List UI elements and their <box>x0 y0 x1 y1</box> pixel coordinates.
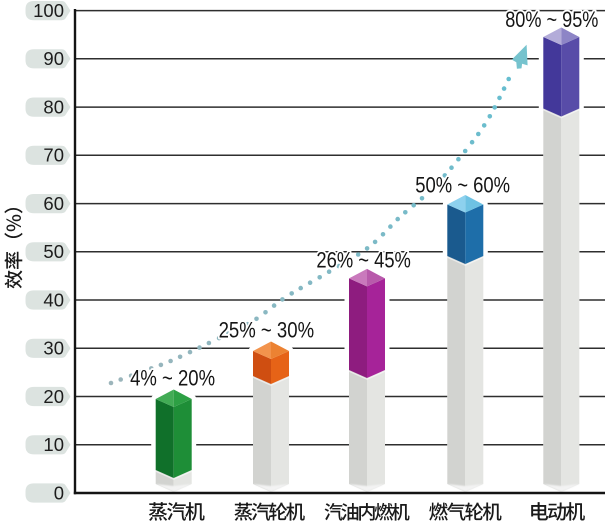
svg-text:80% ~ 95%: 80% ~ 95% <box>505 7 598 32</box>
svg-text:70: 70 <box>43 145 64 166</box>
svg-text:60: 60 <box>43 193 64 214</box>
svg-text:10: 10 <box>43 434 64 455</box>
svg-text:4% ~ 20%: 4% ~ 20% <box>130 366 215 391</box>
svg-text:90: 90 <box>43 48 64 69</box>
svg-text:50% ~ 60%: 50% ~ 60% <box>415 172 510 197</box>
svg-text:40: 40 <box>43 289 64 310</box>
svg-text:50: 50 <box>43 241 64 262</box>
svg-text:25% ~ 30%: 25% ~ 30% <box>219 318 315 343</box>
svg-text:30: 30 <box>43 338 64 359</box>
svg-text:20: 20 <box>43 386 64 407</box>
svg-text:26% ~ 45%: 26% ~ 45% <box>316 247 411 272</box>
svg-text:80: 80 <box>43 97 64 118</box>
svg-text:0: 0 <box>54 482 64 503</box>
svg-text:100: 100 <box>33 0 64 21</box>
